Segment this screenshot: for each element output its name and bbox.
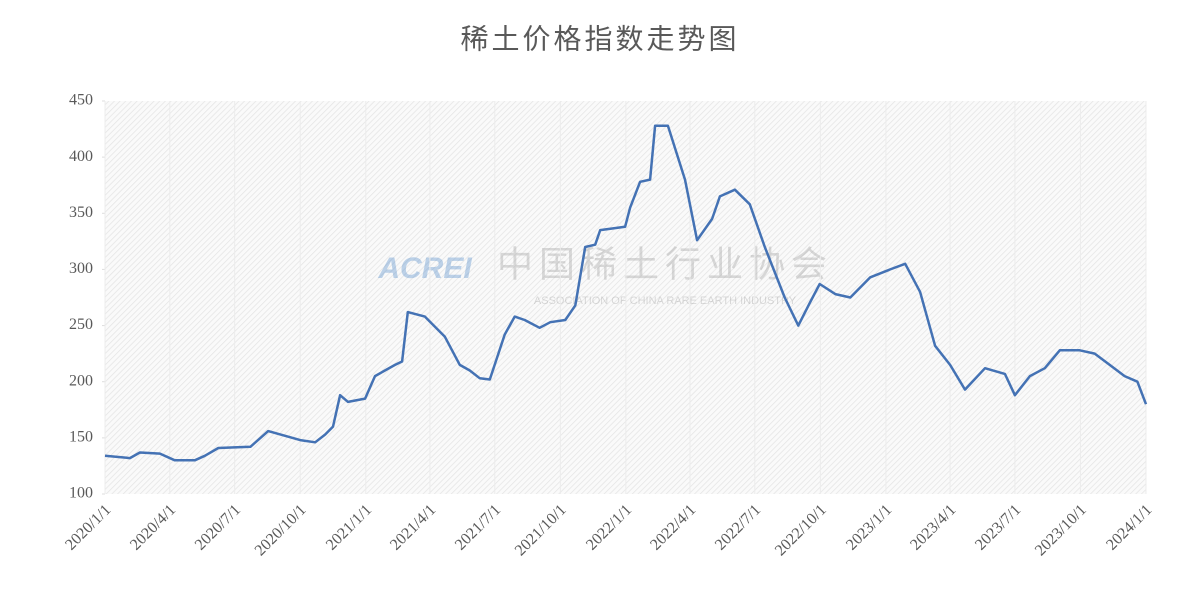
x-tick-label: 2020/7/1: [192, 501, 244, 553]
x-tick-label: 2021/4/1: [387, 501, 439, 553]
x-tick-label: 2023/4/1: [907, 501, 959, 553]
x-tick-label: 2024/1/1: [1103, 501, 1155, 553]
watermark-name: 中国稀土行业协会: [497, 244, 833, 284]
line: [104, 124, 1148, 462]
x-tick-label: 2022/7/1: [712, 501, 764, 553]
chart-title: 稀土价格指数走势图: [460, 23, 739, 55]
x-tick-label: 2020/10/1: [252, 501, 310, 559]
watermark-logo: ACREI: [377, 252, 472, 285]
x-tick-label: 2021/1/1: [323, 501, 375, 553]
x-tick-label: 2023/1/1: [843, 501, 895, 553]
y-tick-label: 350: [69, 204, 93, 221]
x-tick-label: 2021/10/1: [512, 501, 570, 559]
x-tick-label: 2021/7/1: [452, 501, 504, 553]
y-tick-label: 400: [69, 148, 93, 165]
y-tick-label: 250: [69, 316, 93, 333]
watermark-subname: ASSOCIATION OF CHINA RARE EARTH INDUSTRY: [534, 295, 797, 307]
y-tick-label: 150: [69, 429, 93, 446]
y-tick-label: 300: [69, 260, 93, 277]
x-tick-label: 2023/7/1: [972, 501, 1024, 553]
x-tick-label: 2022/10/1: [772, 501, 830, 559]
y-tick-label: 100: [69, 485, 93, 502]
x-tick-label: 2020/1/1: [62, 501, 114, 553]
y-tick-label: 450: [69, 92, 93, 109]
y-tick-label: 200: [69, 372, 93, 389]
x-tick-label: 2020/4/1: [127, 501, 179, 553]
x-tick-label: 2022/4/1: [647, 501, 699, 553]
x-tick-label: 2022/1/1: [583, 501, 635, 553]
x-tick-label: 2023/10/1: [1032, 501, 1090, 559]
